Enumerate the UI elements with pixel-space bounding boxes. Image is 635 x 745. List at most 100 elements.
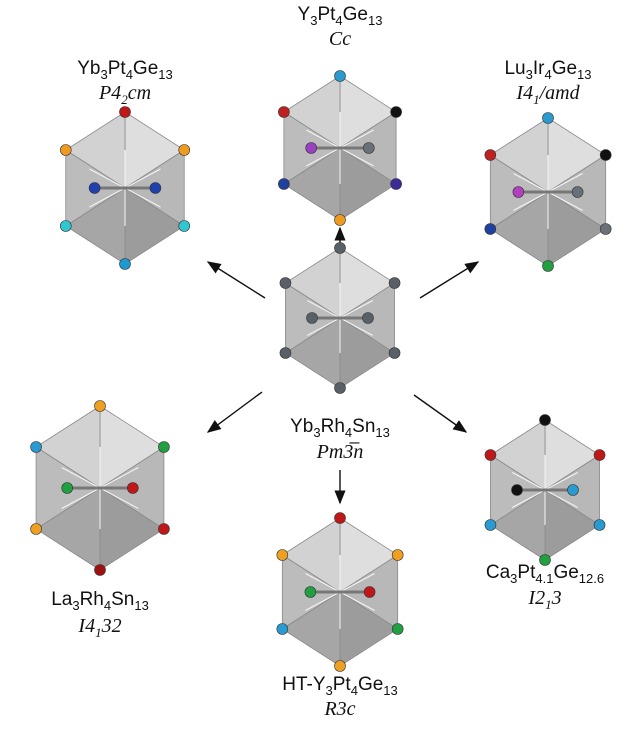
- formula: Yb3Rh4Sn13: [290, 416, 390, 440]
- subscript: 3: [313, 425, 320, 440]
- text-part: Pt: [108, 58, 127, 79]
- text-part: /amd: [539, 82, 581, 104]
- atom: [306, 143, 317, 154]
- atom: [89, 183, 100, 194]
- formula: Lu3Ir4Ge13: [504, 58, 591, 82]
- atom: [150, 183, 161, 194]
- text-part: Pt: [317, 4, 336, 25]
- atom: [31, 442, 42, 453]
- atom: [543, 113, 554, 124]
- atom: [335, 243, 346, 254]
- arrow: [208, 262, 265, 298]
- text-part: 32: [101, 615, 122, 637]
- subscript: 13: [383, 683, 397, 698]
- atom: [363, 143, 374, 154]
- text-part: I4: [77, 615, 95, 637]
- diagram: Yb3Rh4Sn13Pm3̅nY3Pt4Ge13CcYb3Pt4Ge13P42c…: [0, 0, 635, 745]
- arrow: [420, 262, 478, 298]
- atom: [485, 224, 496, 235]
- space-group: R3c: [323, 698, 355, 720]
- formula: La3Rh4Sn13: [51, 589, 149, 613]
- atom: [280, 278, 291, 289]
- text-part: La: [51, 589, 73, 610]
- text-part: HT-Y: [282, 674, 326, 695]
- text-part: Yb: [290, 416, 313, 437]
- atom: [120, 107, 131, 118]
- subscript: 13: [375, 425, 389, 440]
- subscript: 3: [310, 13, 317, 28]
- text-part: Ge: [343, 4, 368, 25]
- space-group: I213: [527, 587, 561, 612]
- atom: [278, 179, 289, 190]
- text-part: Ge: [552, 58, 577, 79]
- text-part: Ir: [533, 58, 545, 79]
- atom: [513, 187, 524, 198]
- text-part: 3: [551, 587, 562, 609]
- subscript: 4.1: [535, 571, 553, 586]
- atom: [389, 348, 400, 359]
- subscript: 4: [104, 598, 111, 613]
- subscript: 13: [577, 67, 591, 82]
- subscript: 12.6: [579, 571, 604, 586]
- text-part: Lu: [504, 58, 525, 79]
- subscript: 4: [544, 67, 551, 82]
- atom: [120, 259, 131, 270]
- text-part: Y: [298, 4, 311, 25]
- subscript: 3: [72, 598, 79, 613]
- atom: [600, 150, 611, 161]
- atom: [391, 107, 402, 118]
- atom: [335, 215, 346, 226]
- text-part: Pt: [517, 562, 536, 583]
- atom: [392, 550, 403, 561]
- text-part: Sn: [352, 416, 375, 437]
- text-part: Ge: [133, 58, 158, 79]
- atom: [280, 348, 291, 359]
- atom: [179, 221, 190, 232]
- polyhedron: [60, 107, 189, 270]
- atom: [594, 520, 605, 531]
- atom: [389, 278, 400, 289]
- text-part: I4: [515, 82, 533, 104]
- formula: Y3Pt4Ge13: [298, 4, 383, 28]
- subscript: 3: [326, 683, 333, 698]
- atom: [363, 313, 374, 324]
- text-part: P4: [98, 82, 121, 104]
- atom: [335, 661, 346, 672]
- text-part: Ge: [358, 674, 383, 695]
- text-part: Cc: [329, 28, 351, 50]
- text-part: I2: [527, 587, 545, 609]
- subscript: 3: [526, 67, 533, 82]
- space-group: Cc: [329, 28, 351, 50]
- atom: [60, 221, 71, 232]
- atom: [485, 450, 496, 461]
- atom: [594, 450, 605, 461]
- formula: HT-Y3Pt4Ge13: [282, 674, 398, 698]
- formula: Yb3Pt4Ge13: [77, 58, 173, 82]
- text-part: Rh: [80, 589, 104, 610]
- atom: [512, 485, 523, 496]
- atom: [335, 71, 346, 82]
- text-part: Rh: [321, 416, 345, 437]
- atom: [543, 261, 554, 272]
- atom: [158, 442, 169, 453]
- atom: [127, 483, 138, 494]
- text-part: Sn: [111, 589, 134, 610]
- text-part: Pm3̅n: [316, 441, 364, 463]
- atom: [540, 555, 551, 566]
- subscript: 4: [335, 13, 342, 28]
- polyhedron: [277, 513, 403, 672]
- atom: [95, 565, 106, 576]
- polyhedron: [485, 113, 611, 272]
- atom: [305, 587, 316, 598]
- atom: [31, 524, 42, 535]
- subscript: 13: [134, 598, 148, 613]
- subscript: 13: [158, 67, 172, 82]
- polyhedron: [485, 415, 605, 566]
- text-part: Yb: [77, 58, 100, 79]
- atom: [392, 624, 403, 635]
- subscript: 3: [510, 571, 517, 586]
- text-part: R3c: [323, 698, 355, 720]
- text-part: Ca: [486, 562, 511, 583]
- atom: [485, 520, 496, 531]
- arrow: [414, 395, 466, 432]
